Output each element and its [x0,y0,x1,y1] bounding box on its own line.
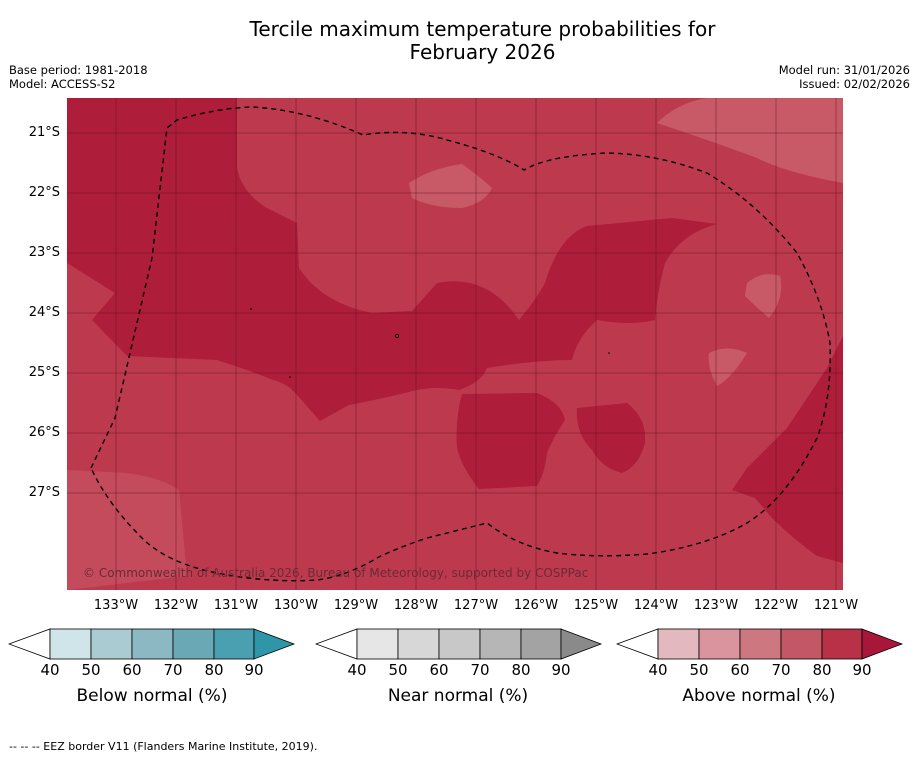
lon-tick-127: 127°W [453,598,499,613]
cb-above-tick-50: 50 [689,661,709,679]
colorbar-near-svg [314,628,603,660]
lat-tick-26: 26°S [28,425,60,440]
cb-below-seg-6 [253,628,296,660]
colorbar-below-svg [7,628,296,660]
region-above-60-70-sw [67,470,187,590]
cb-near-tick-80: 80 [511,661,531,679]
region-above-80-90-main [67,98,717,421]
issued-date: Issued: 02/02/2026 [799,77,910,91]
cb-above-seg-6 [861,628,904,660]
region-above-60-70-ne [657,98,843,183]
lat-tick-24: 24°S [28,305,60,320]
model-name: Model: ACCESS-S2 [9,77,116,91]
island-dot-3 [608,352,610,354]
cb-above-tick-60: 60 [730,661,750,679]
cb-near-seg-2 [397,628,440,660]
cb-above-tick-90: 90 [852,661,872,679]
island-dot-2 [394,333,399,338]
model-run: Model run: 31/01/2026 [778,63,910,77]
cb-below-seg-5 [213,628,255,660]
lon-tick-132: 132°W [153,598,199,613]
lon-tick-124: 124°W [633,598,679,613]
cb-below-seg-0 [7,628,51,660]
map-svg [67,98,843,590]
meta-right: Model run: 31/01/2026 Issued: 02/02/2026 [779,63,910,91]
island-dot-4 [289,376,291,378]
region-above-80-90-east [732,336,843,563]
lon-tick-130: 130°W [273,598,319,613]
region-above-80-90-south1 [456,393,565,489]
cb-near-label: Near normal (%) [387,686,529,706]
eez-footnote: -- -- -- EEZ border V11 (Flanders Marine… [9,740,318,753]
cb-below-label: Below normal (%) [76,686,228,706]
lon-tick-123: 123°W [693,598,739,613]
cb-below-tick-40: 40 [40,661,60,679]
cb-above-seg-5 [821,628,863,660]
cb-near-seg-6 [560,628,603,660]
meta-left: Base period: 1981-2018 Model: ACCESS-S2 [9,63,148,91]
copyright-notice: © Commonwealth of Australia 2026, Bureau… [83,566,589,580]
title-line-2: February 2026 [409,40,556,64]
cb-below-seg-1 [49,628,92,660]
colorbar-above-normal [615,628,912,660]
cb-above-tick-40: 40 [648,661,668,679]
cb-below-seg-4 [172,628,215,660]
region-above-60-70-north [409,164,492,208]
colorbar-near-normal [314,628,611,660]
colorbar-below-normal [7,628,304,660]
lon-tick-131: 131°W [213,598,259,613]
cb-below-tick-70: 70 [163,661,183,679]
probability-map: © Commonwealth of Australia 2026, Bureau… [67,98,843,590]
island-dot-1 [250,308,252,310]
cb-near-tick-40: 40 [347,661,367,679]
cb-near-seg-1 [356,628,399,660]
cb-above-tick-80: 80 [812,661,832,679]
lon-tick-122: 122°W [753,598,799,613]
lon-tick-121: 121°W [813,598,859,613]
cb-below-tick-50: 50 [81,661,101,679]
cb-below-tick-80: 80 [204,661,224,679]
lat-tick-27: 27°S [28,485,60,500]
region-above-60-70-east2 [708,348,747,386]
chart-title: Tercile maximum temperature probabilitie… [0,18,919,64]
cb-below-seg-2 [90,628,133,660]
title-line-1: Tercile maximum temperature probabilitie… [249,17,716,41]
lon-tick-133: 133°W [93,598,139,613]
lon-tick-128: 128°W [393,598,439,613]
cb-near-tick-50: 50 [388,661,408,679]
cb-above-seg-1 [657,628,700,660]
region-above-80-90-south2 [576,403,646,473]
cb-near-tick-60: 60 [429,661,449,679]
lat-tick-22: 22°S [28,185,60,200]
lat-tick-21: 21°S [28,125,60,140]
cb-near-seg-4 [479,628,522,660]
lat-tick-23: 23°S [28,245,60,260]
cb-above-seg-4 [780,628,823,660]
lon-tick-125: 125°W [573,598,619,613]
cb-near-tick-70: 70 [470,661,490,679]
region-above-60-70-east [745,274,782,318]
cb-below-tick-90: 90 [244,661,264,679]
lon-tick-126: 126°W [513,598,559,613]
cb-near-seg-3 [438,628,481,660]
eez-border [90,106,831,582]
map-gridlines [67,98,843,590]
base-period: Base period: 1981-2018 [9,63,148,77]
cb-near-seg-5 [520,628,562,660]
cb-above-seg-2 [698,628,741,660]
lon-tick-129: 129°W [333,598,379,613]
cb-above-label: Above normal (%) [682,686,836,706]
cb-near-seg-0 [314,628,358,660]
cb-above-seg-0 [615,628,659,660]
cb-below-seg-3 [131,628,174,660]
cb-above-tick-70: 70 [771,661,791,679]
cb-below-tick-60: 60 [122,661,142,679]
colorbar-above-svg [615,628,904,660]
cb-near-tick-90: 90 [551,661,571,679]
cb-above-seg-3 [739,628,782,660]
lat-tick-25: 25°S [28,365,60,380]
